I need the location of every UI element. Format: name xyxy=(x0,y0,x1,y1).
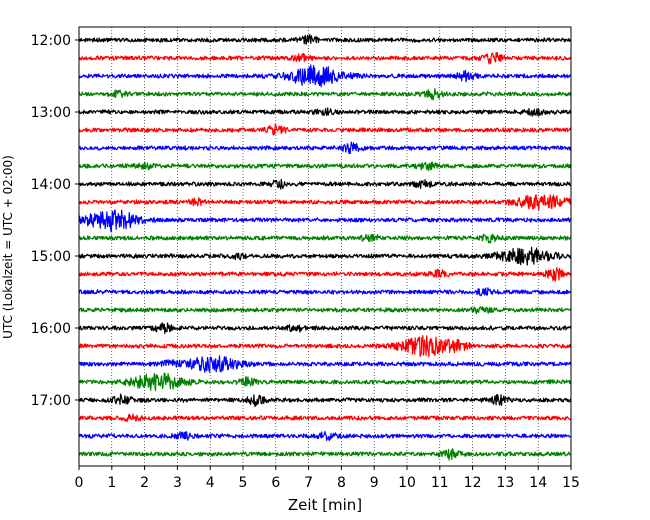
x-tick-label: 2 xyxy=(140,475,149,491)
seismic-trace-1530 xyxy=(78,287,572,297)
x-tick-label: 12 xyxy=(464,475,482,491)
x-axis-label: Zeit [min] xyxy=(288,496,362,514)
seismic-trace-1445 xyxy=(78,233,572,244)
x-tick-label: 1 xyxy=(107,475,116,491)
x-tick-label: 7 xyxy=(304,475,313,491)
seismic-trace-1700 xyxy=(78,393,572,408)
seismic-trace-1400 xyxy=(78,178,572,190)
seismic-trace-1200 xyxy=(78,33,572,45)
seismic-trace-1630 xyxy=(78,355,572,373)
seismic-trace-1600 xyxy=(78,322,572,335)
y-tick-label: 12:00 xyxy=(31,33,71,49)
x-tick-label: 10 xyxy=(398,475,416,491)
seismic-trace-1500 xyxy=(78,246,572,266)
x-tick-label: 9 xyxy=(370,475,379,491)
x-tick-label: 4 xyxy=(206,475,215,491)
x-tick-label: 8 xyxy=(337,475,346,491)
y-tick-label: 15:00 xyxy=(31,249,71,265)
x-tick-label: 13 xyxy=(496,475,514,491)
seismic-trace-1645 xyxy=(78,372,572,392)
seismic-trace-1730 xyxy=(78,430,572,441)
seismic-trace-1230 xyxy=(78,64,572,88)
x-axis: 0 1 2 3 4 5 6 7 8 9 10 11 12 13 14 15 xyxy=(75,466,580,491)
plot-frame xyxy=(78,26,572,467)
x-tick-label: 14 xyxy=(529,475,547,491)
x-tick-label: 15 xyxy=(562,475,580,491)
seismic-trace-1430 xyxy=(78,209,572,233)
y-axis-label: UTC (Lokalzeit = UTC + 02:00) xyxy=(1,155,15,339)
seismic-trace-1545 xyxy=(78,306,572,315)
seismic-trace-1300 xyxy=(78,107,572,117)
x-tick-label: 6 xyxy=(271,475,280,491)
seismic-trace-1345 xyxy=(78,161,572,172)
grid-layer xyxy=(111,27,539,466)
trace-layer xyxy=(78,33,572,461)
x-tick-label: 0 xyxy=(75,475,84,491)
y-tick-label: 16:00 xyxy=(31,321,71,337)
seismic-trace-1315 xyxy=(78,123,572,136)
seismic-trace-1215 xyxy=(78,51,572,65)
y-tick-label: 14:00 xyxy=(31,177,71,193)
seismic-trace-1615 xyxy=(78,335,572,358)
y-axis: 12:00 13:00 14:00 15:00 16:00 17:00 xyxy=(31,33,79,409)
y-tick-label: 17:00 xyxy=(31,393,71,409)
x-tick-label: 11 xyxy=(431,475,449,491)
y-tick-label: 13:00 xyxy=(31,105,71,121)
seismic-trace-1330 xyxy=(78,141,572,155)
seismic-trace-1745 xyxy=(78,448,572,461)
seismic-trace-1515 xyxy=(78,267,572,282)
x-tick-label: 5 xyxy=(239,475,248,491)
x-tick-label: 3 xyxy=(173,475,182,491)
seismic-trace-1715 xyxy=(78,413,572,423)
seismic-trace-1245 xyxy=(78,87,572,101)
seismic-trace-1415 xyxy=(78,194,572,211)
